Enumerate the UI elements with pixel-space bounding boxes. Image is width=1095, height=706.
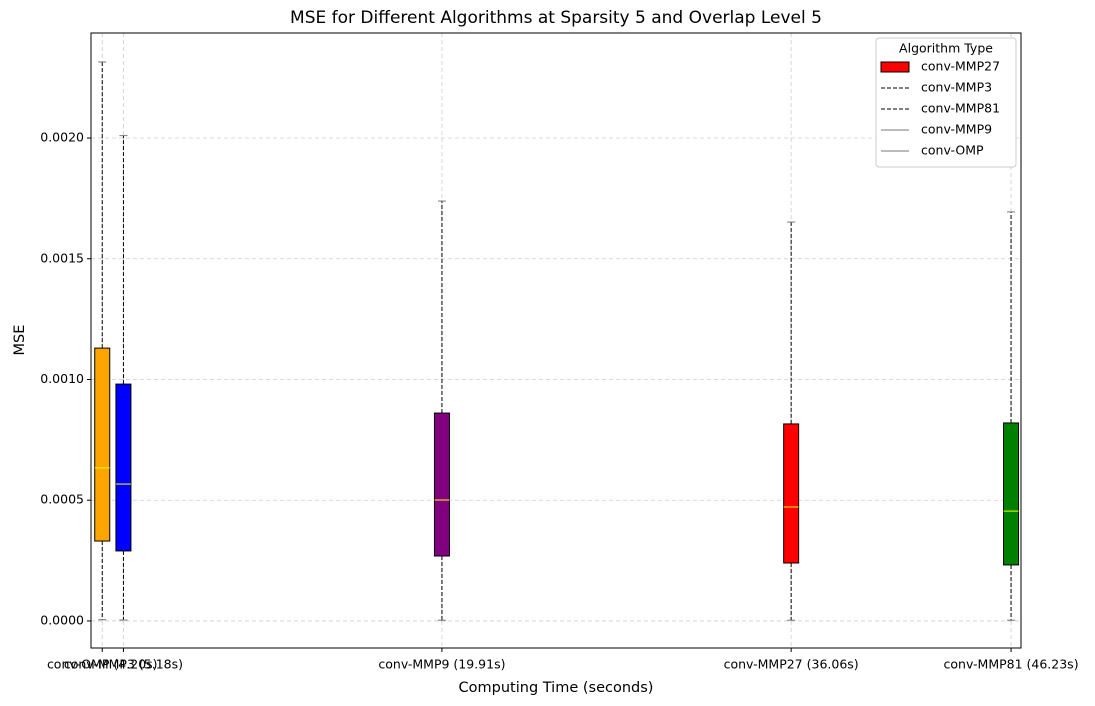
- box: [115, 383, 132, 552]
- legend-swatch: [880, 61, 910, 73]
- y-tick-label: 0.0010: [40, 371, 84, 386]
- x-tick-label: conv-OMP (4.20s): [47, 657, 158, 672]
- y-tick-label: 0.0005: [40, 492, 84, 507]
- x-tick-label: conv-MMP9 (19.91s): [378, 657, 505, 672]
- legend-frame: [875, 37, 1017, 168]
- box: [783, 423, 800, 564]
- legend-label: conv-MMP3: [921, 80, 992, 95]
- y-tick-label: 0.0000: [40, 612, 84, 627]
- box: [1003, 422, 1020, 566]
- plot-frame: [90, 32, 1022, 649]
- x-tick-label: conv-MMP27 (36.06s): [724, 657, 859, 672]
- legend-title: Algorithm Type: [899, 41, 993, 56]
- y-tick-label: 0.0020: [40, 130, 84, 145]
- chart-title: MSE for Different Algorithms at Sparsity…: [290, 8, 822, 28]
- legend-label: conv-MMP9: [921, 122, 992, 137]
- y-axis-label: MSE: [12, 325, 28, 356]
- legend: Algorithm Type conv-MMP27 conv-MMP3 conv-MM…: [875, 37, 1017, 168]
- box: [433, 412, 450, 557]
- legend-label: conv-MMP27: [921, 59, 1000, 74]
- x-axis-label: Computing Time (seconds): [459, 680, 654, 696]
- x-tick-label: conv-MMP81 (46.23s): [944, 657, 1079, 672]
- legend-label: conv-OMP: [921, 143, 984, 158]
- legend-label: conv-MMP81: [921, 101, 1000, 116]
- x-tick-label: conv-MMP3 (5.18s): [64, 657, 183, 672]
- y-tick-label: 0.0015: [40, 250, 84, 265]
- box: [94, 347, 111, 542]
